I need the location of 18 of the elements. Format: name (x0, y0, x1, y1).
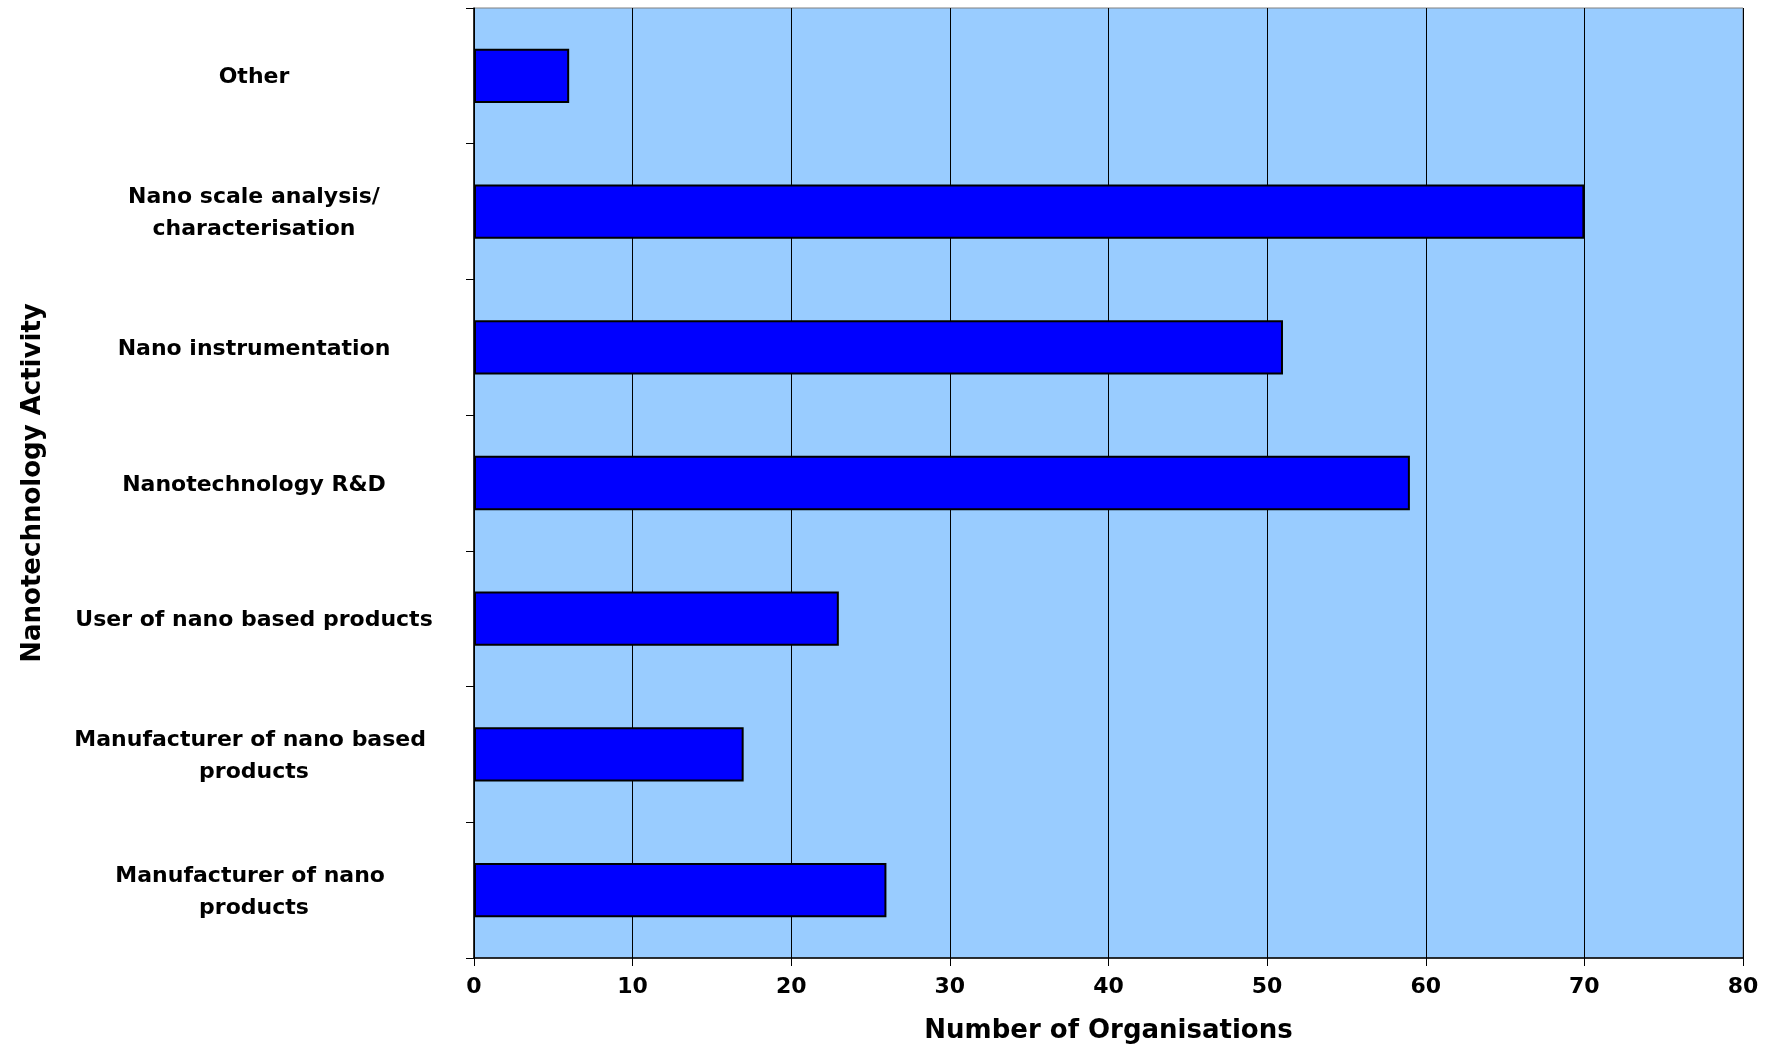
x-tick-label: 40 (1093, 972, 1124, 998)
y-tick-label: Manufacturer of nano products (115, 861, 393, 919)
y-tick-label: Manufacturer of nano based products (74, 725, 434, 783)
y-tick-label: Nanotechnology R&D (122, 470, 386, 496)
x-tick-label: 60 (1410, 972, 1442, 998)
y-tick-label: Nano scale analysis/characterisation (128, 183, 381, 241)
y-tick-label: Nano instrumentation (117, 334, 391, 360)
y-axis-title: Nanotechnology Activity (16, 303, 46, 663)
x-tick-label: 10 (617, 972, 648, 998)
x-tick-label: 70 (1569, 972, 1600, 998)
x-tick-label: 0 (466, 972, 482, 998)
x-tick-label: 30 (934, 972, 966, 998)
x-tick-label: 50 (1251, 972, 1283, 998)
x-tick-label: 80 (1727, 972, 1759, 998)
y-tick-label: User of nano based products (75, 606, 433, 632)
x-axis-title: Number of Organisations (924, 1014, 1293, 1044)
x-tick-label: 20 (775, 972, 807, 998)
y-tick-label: Other (218, 63, 290, 89)
